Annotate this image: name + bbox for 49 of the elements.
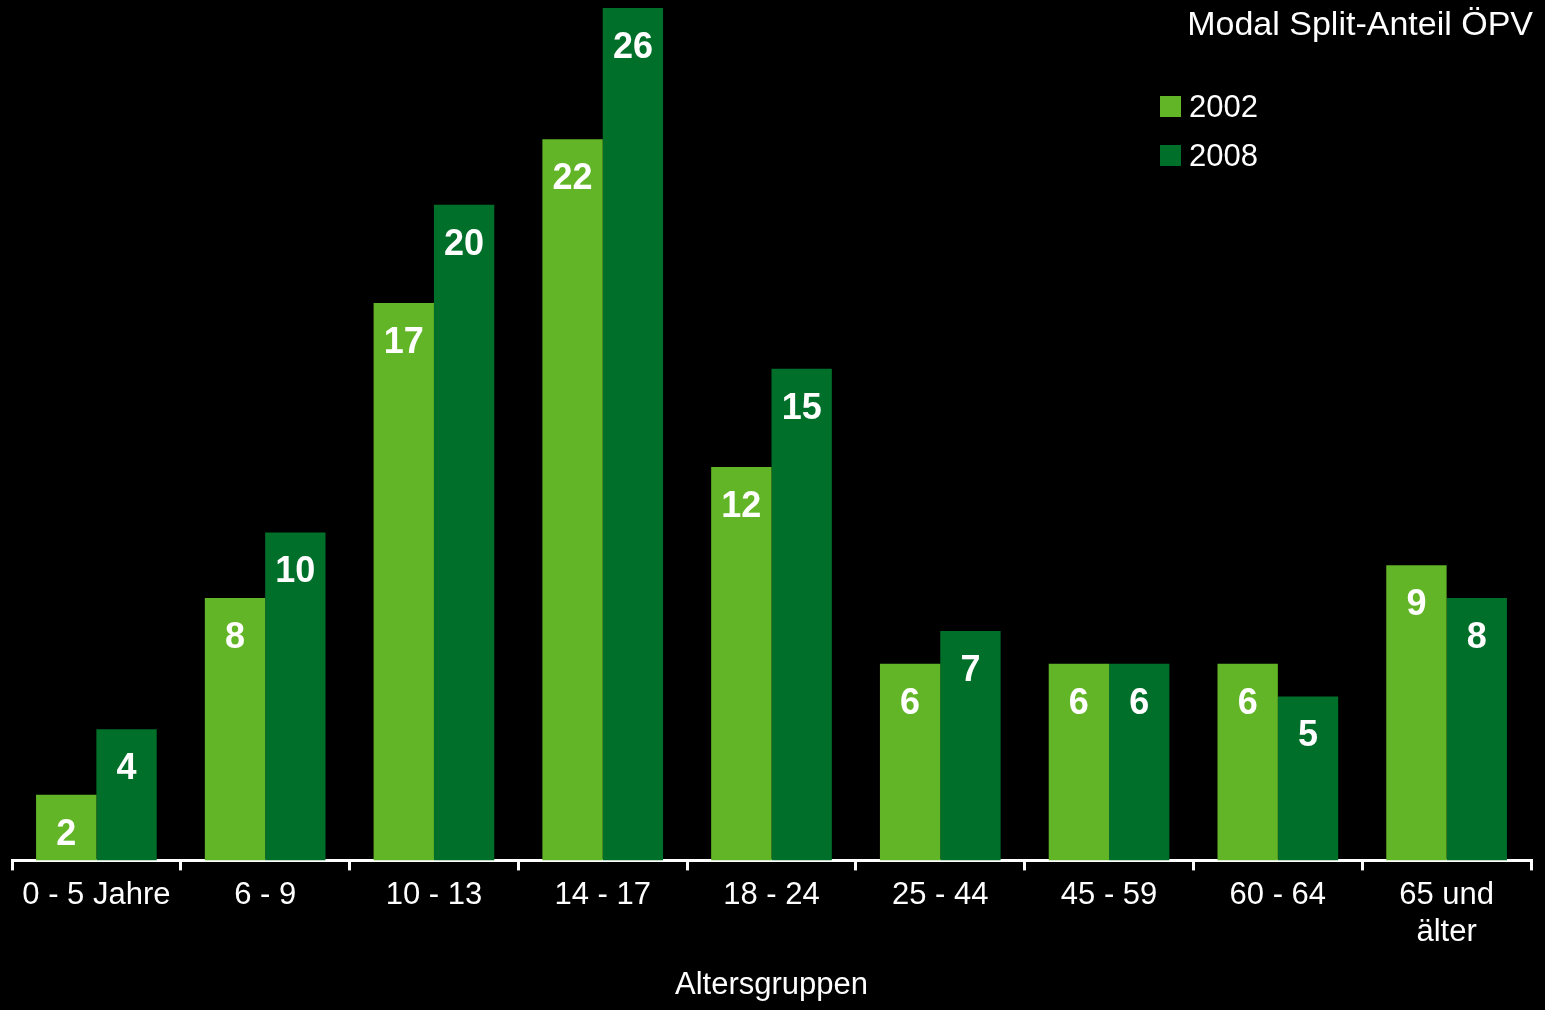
bar [36,794,97,861]
x-tick-label: 0 - 5 Jahre [22,875,171,911]
x-tick-label: 45 - 59 [1060,875,1158,911]
data-label: 17 [383,319,424,361]
legend-label: 2002 [1189,88,1258,125]
bar [265,532,326,861]
data-label: 6 [900,680,921,722]
bar [602,8,664,861]
bar [96,729,157,861]
data-label: 10 [275,549,316,591]
data-label: 8 [224,615,246,657]
data-label: 26 [612,24,653,66]
data-label: 5 [1297,713,1319,755]
data-label: 8 [1466,615,1487,657]
data-label: 22 [552,156,593,198]
x-tick-label: 25 - 44 [892,875,989,911]
x-tick-label: 10 - 13 [385,875,483,911]
data-label: 9 [1406,582,1427,624]
bar [1446,598,1507,861]
data-label: 20 [444,221,485,263]
bar [204,598,266,861]
x-tick-label: 65 und älter [1399,875,1495,948]
bar [1277,696,1339,861]
x-tick-label: 14 - 17 [554,875,651,911]
bar [879,663,941,861]
bar [1109,663,1170,861]
x-tick-label: 60 - 64 [1229,875,1327,911]
data-label: 7 [960,647,981,689]
data-label: 6 [1129,680,1150,722]
chart-title: Modal Split-Anteil ÖPV [1187,4,1533,43]
data-label: 6 [1068,680,1089,722]
data-label: 15 [781,385,822,427]
x-tick-label: 6 - 9 [234,875,297,911]
data-label: 2 [56,811,77,853]
legend-label: 2008 [1189,137,1258,174]
bar [1048,663,1110,861]
bar [542,139,603,861]
bar [1386,565,1447,861]
bar [771,368,832,861]
bar [1217,663,1278,861]
bar [433,204,495,861]
data-label: 12 [721,483,762,525]
bar [373,303,434,861]
x-tick-label: 18 - 24 [723,875,820,911]
bar [940,630,1001,861]
data-label: 4 [116,746,137,788]
x-axis-title: Altersgruppen [674,965,869,1001]
bar [711,466,772,861]
data-label: 6 [1237,680,1258,722]
